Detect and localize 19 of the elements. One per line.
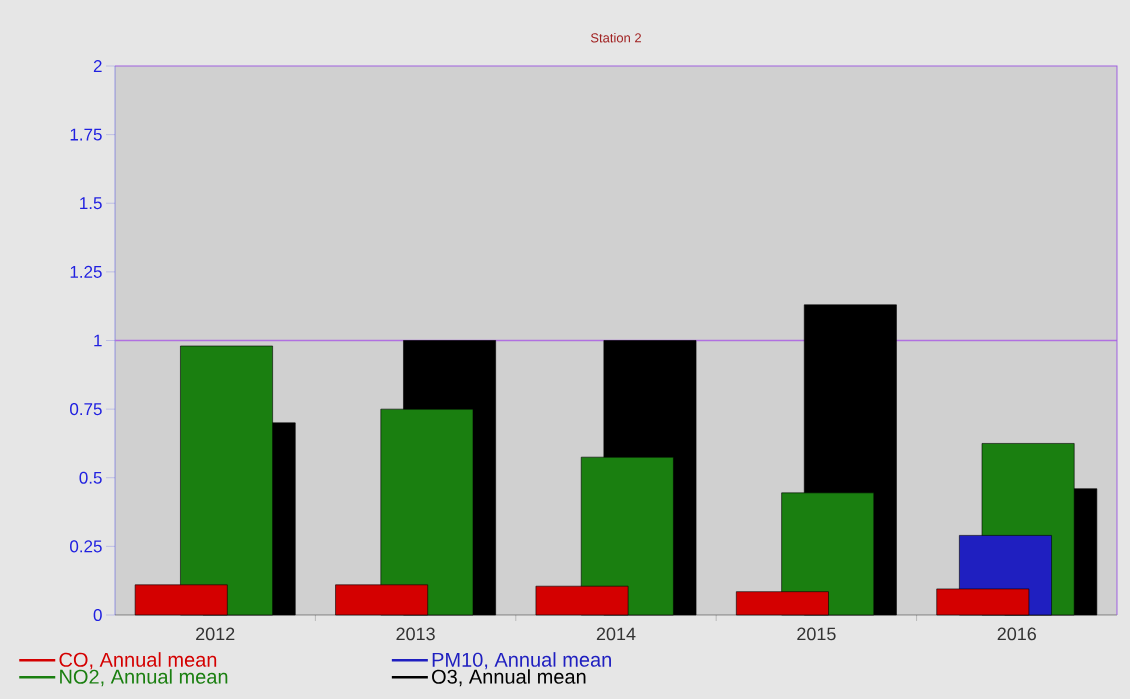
y-tick-label: 1.5	[80, 197, 102, 210]
chart-title: Station 2	[590, 32, 641, 43]
y-tick-label: 1	[94, 334, 102, 347]
legend-label: NO2, Annual mean	[60, 669, 228, 687]
y-tick-label: 0.25	[70, 540, 102, 553]
y-tick-label: 2	[93, 60, 102, 72]
y-tick-label: 0	[93, 608, 102, 622]
x-tick-label: 2013	[396, 627, 435, 641]
x-tick-label: 2014	[596, 627, 636, 641]
legend-label: O3, Annual mean	[432, 669, 586, 687]
legend-label: CO, Annual mean	[59, 652, 217, 670]
y-tick-label: 1.75	[70, 128, 102, 141]
legend-label: PM10, Annual mean	[432, 652, 611, 670]
x-tick-label: 2016	[997, 627, 1037, 641]
y-tick-label: 0.5	[79, 471, 102, 484]
x-tick-label: 2012	[196, 627, 235, 641]
y-tick-label: 0.75	[70, 403, 102, 416]
y-tick-label: 1.25	[70, 265, 102, 278]
x-tick-label: 2015	[797, 627, 836, 641]
